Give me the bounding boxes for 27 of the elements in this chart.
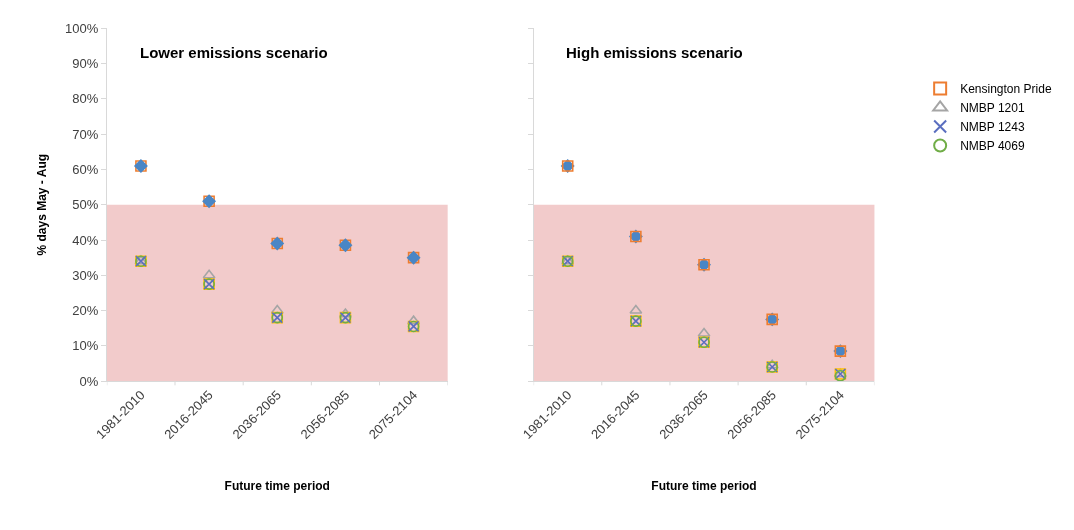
- y-tick-label: 80%: [72, 91, 99, 107]
- y-tick-label: 20%: [72, 303, 99, 319]
- legend-label: Kensington Pride: [960, 82, 1052, 97]
- point: [697, 327, 711, 337]
- y-tick-label: 10%: [72, 338, 99, 354]
- y-tick-label: 30%: [72, 267, 99, 283]
- y-tick-label: 40%: [72, 232, 99, 248]
- y-tick-label: 100%: [65, 20, 99, 36]
- y-tick-label: 90%: [72, 56, 99, 72]
- y-axis-title: % days May - Aug: [35, 153, 50, 256]
- point: [338, 308, 352, 318]
- text: Lower emissions scenario: [140, 44, 328, 61]
- point: [407, 315, 421, 325]
- x-axis-title: Future time period: [224, 478, 330, 493]
- y-tick-label: 0%: [79, 373, 99, 389]
- y-tick-label: 50%: [72, 197, 99, 213]
- point: [765, 359, 779, 369]
- legend-label: NMBP 4069: [960, 139, 1025, 154]
- y-tick-label: 70%: [72, 126, 99, 142]
- point: [202, 269, 216, 279]
- legend-label: NMBP 1201: [960, 101, 1025, 116]
- point: [270, 304, 284, 314]
- y-tick-label: 60%: [72, 162, 99, 178]
- x-axis-title: Future time period: [651, 478, 757, 493]
- text: High emissions scenario: [566, 44, 743, 61]
- legend-label: NMBP 1243: [960, 120, 1025, 135]
- point: [629, 304, 643, 314]
